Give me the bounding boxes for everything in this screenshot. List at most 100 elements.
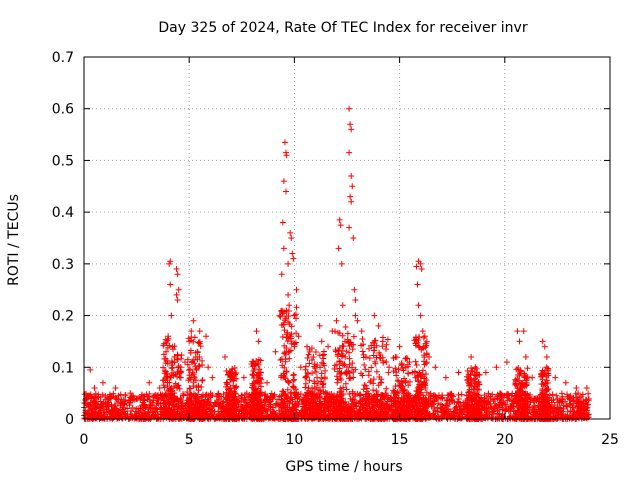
data-point — [544, 402, 551, 409]
data-point — [195, 391, 201, 398]
data-point — [256, 366, 263, 373]
data-point — [93, 402, 100, 409]
data-point — [177, 364, 184, 371]
data-point — [261, 401, 268, 408]
data-point — [582, 396, 589, 403]
data-point — [209, 374, 216, 381]
data-point — [363, 411, 370, 418]
data-point — [515, 404, 522, 411]
data-point — [512, 394, 519, 401]
chart-title: Day 325 of 2024, Rate Of TEC Index for r… — [158, 20, 527, 36]
data-point — [449, 413, 456, 420]
data-point — [533, 408, 540, 415]
data-point — [281, 364, 288, 371]
data-point — [370, 376, 377, 383]
data-point — [256, 407, 263, 414]
data-point — [344, 330, 351, 337]
data-point — [494, 407, 501, 414]
data-point — [231, 388, 238, 395]
data-point — [248, 397, 255, 404]
data-point — [229, 366, 236, 373]
data-point — [166, 400, 173, 407]
data-point — [411, 368, 418, 375]
data-point — [133, 395, 140, 402]
data-point — [315, 380, 322, 387]
data-point — [181, 359, 188, 366]
data-point — [190, 379, 197, 386]
data-point — [249, 408, 256, 415]
data-point — [251, 380, 258, 387]
data-point — [421, 333, 428, 340]
data-point — [311, 363, 318, 370]
data-point — [161, 405, 168, 412]
data-point — [168, 312, 175, 319]
data-point — [253, 372, 260, 379]
data-point — [310, 353, 317, 360]
data-point — [223, 389, 230, 396]
y-tick-label: 0.3 — [52, 257, 74, 273]
data-point — [380, 393, 387, 400]
data-point — [334, 390, 341, 397]
data-point — [263, 412, 270, 419]
data-point — [527, 399, 534, 406]
data-point — [362, 382, 369, 389]
data-point — [367, 379, 374, 386]
data-point — [302, 374, 309, 381]
data-point — [288, 235, 295, 241]
data-point — [215, 412, 222, 419]
data-point — [420, 334, 427, 341]
data-point — [346, 105, 353, 112]
data-point — [351, 286, 358, 293]
data-point — [489, 391, 496, 398]
data-point — [249, 399, 256, 406]
data-point — [209, 407, 216, 414]
y-tick-label: 0.7 — [52, 50, 74, 66]
data-point — [455, 369, 462, 376]
data-point — [522, 381, 529, 388]
data-point — [486, 408, 493, 415]
data-point — [281, 308, 288, 315]
data-point — [232, 370, 239, 377]
data-point — [331, 405, 338, 412]
data-point — [543, 353, 550, 360]
data-point — [170, 414, 177, 421]
data-point — [336, 365, 343, 372]
data-point — [124, 405, 131, 412]
data-point — [97, 393, 104, 400]
data-point — [203, 399, 210, 406]
data-point — [262, 395, 269, 402]
data-point — [574, 396, 581, 403]
data-point — [142, 404, 149, 411]
data-point — [416, 415, 423, 422]
data-point — [189, 369, 196, 376]
data-point — [362, 391, 369, 398]
data-point — [514, 407, 521, 414]
data-point — [206, 394, 213, 401]
data-point — [496, 411, 503, 418]
data-point — [396, 382, 403, 389]
data-point — [406, 412, 413, 419]
data-point — [383, 341, 390, 348]
data-point — [573, 409, 580, 416]
data-point — [207, 411, 214, 418]
data-point — [352, 297, 359, 304]
data-point — [285, 313, 292, 320]
data-point — [255, 338, 262, 345]
data-point — [476, 402, 483, 409]
data-point — [313, 406, 320, 413]
data-point — [482, 369, 489, 376]
data-point — [358, 370, 365, 377]
data-point — [110, 409, 117, 416]
data-point — [363, 388, 370, 395]
data-point — [342, 323, 349, 330]
data-point — [84, 400, 91, 407]
data-point — [339, 360, 346, 367]
data-point — [159, 393, 166, 400]
data-point — [440, 412, 447, 419]
data-point — [169, 364, 176, 371]
data-point — [400, 387, 407, 394]
data-point — [337, 385, 344, 392]
data-point — [349, 397, 356, 404]
